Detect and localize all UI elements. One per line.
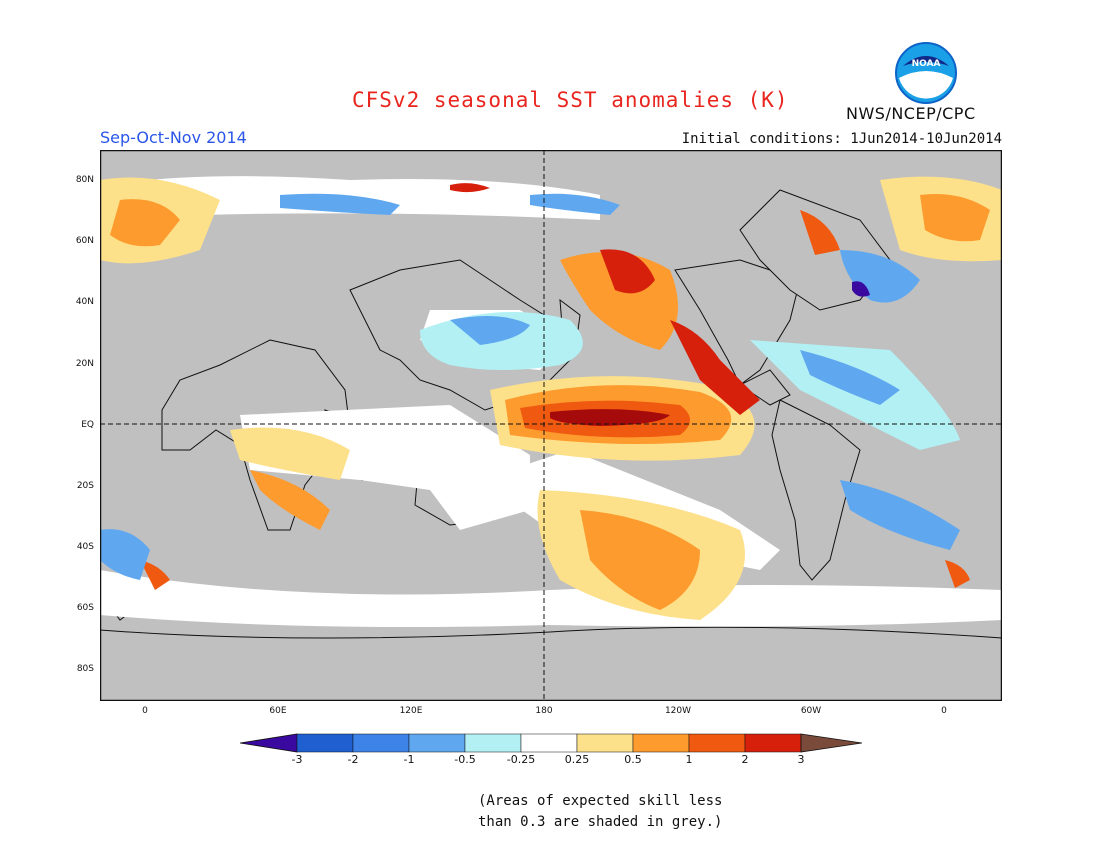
colorbar-segment — [352, 733, 410, 753]
cool-anomaly-areas — [100, 193, 960, 580]
lon-label: 60E — [269, 706, 287, 716]
agency-label: NWS/NCEP/CPC — [846, 104, 976, 123]
lat-label: 60S — [76, 603, 94, 613]
colorbar-label: 0.5 — [624, 753, 642, 766]
colorbar-low-arrow — [240, 733, 298, 753]
colorbar-label: 0.25 — [564, 753, 590, 766]
lon-label: 0 — [142, 706, 148, 716]
lon-label: 120W — [664, 706, 692, 716]
footnote-line: than 0.3 are shaded in grey.) — [478, 814, 723, 830]
skill-footnote: (Areas of expected skill less than 0.3 a… — [478, 791, 722, 833]
colorbar-label: -1 — [403, 753, 415, 766]
lat-label: 20S — [76, 481, 94, 491]
lon-label: 120E — [399, 706, 423, 716]
logo-text: NOAA — [912, 59, 941, 69]
lat-label: EQ — [81, 420, 94, 430]
lat-label: 80N — [75, 175, 94, 185]
colorbar-label: -0.5 — [454, 753, 476, 766]
colorbar-segment — [408, 733, 466, 753]
colorbar-segment — [520, 733, 578, 753]
footnote-line: (Areas of expected skill less — [478, 793, 723, 809]
colorbar-label: 3 — [797, 753, 805, 766]
colorbar — [240, 733, 862, 753]
lat-label: 40S — [76, 542, 94, 552]
colorbar-segment — [296, 733, 354, 753]
colorbar-segment — [632, 733, 690, 753]
colorbar-segment — [744, 733, 802, 753]
map-frame — [100, 150, 1002, 701]
colorbar-high-arrow — [800, 733, 862, 753]
colorbar-label: -2 — [347, 753, 359, 766]
lon-label: 0 — [941, 706, 947, 716]
initial-conditions-label: Initial conditions: 1Jun2014-10Jun2014 — [681, 131, 1002, 147]
colorbar-label: -0.25 — [506, 753, 536, 766]
colorbar-segment — [464, 733, 522, 753]
colorbar-label: 2 — [741, 753, 749, 766]
colorbar-segment — [688, 733, 746, 753]
lon-label: 60W — [800, 706, 822, 716]
lon-label: 180 — [535, 706, 553, 716]
colorbar-segment — [576, 733, 634, 753]
lat-label: 60N — [75, 236, 94, 246]
noaa-logo: NOAA — [895, 42, 957, 104]
warm-anomaly-areas — [100, 176, 1002, 620]
sst-anomaly-map — [100, 150, 1002, 701]
lat-label: 20N — [75, 359, 94, 369]
colorbar-label: 1 — [685, 753, 693, 766]
colorbar-label: -3 — [291, 753, 303, 766]
season-label: Sep-Oct-Nov 2014 — [100, 128, 247, 147]
lat-label: 80S — [76, 664, 94, 674]
chart-title: CFSv2 seasonal SST anomalies (K) — [352, 88, 789, 112]
lat-label: 40N — [75, 297, 94, 307]
